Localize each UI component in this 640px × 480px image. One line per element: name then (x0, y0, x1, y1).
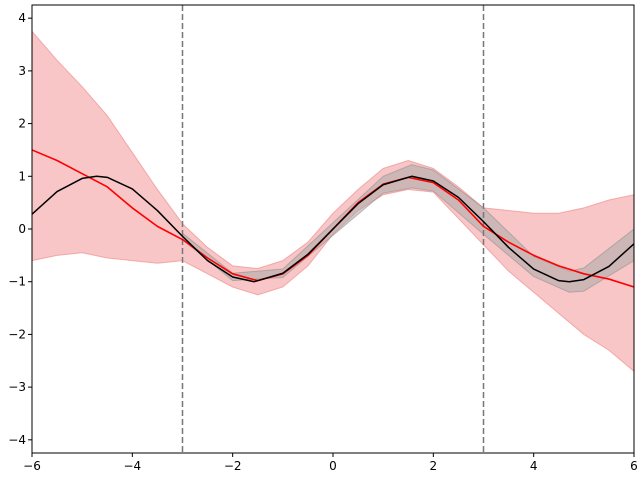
y-tick-label: 4 (18, 11, 26, 25)
y-tick-label: 2 (18, 117, 26, 131)
y-tick-label: −4 (8, 433, 26, 447)
y-tick-label: 1 (18, 169, 26, 183)
y-tick-label: 0 (18, 222, 26, 236)
y-tick-label: −1 (8, 275, 26, 289)
y-tick-label: −3 (8, 380, 26, 394)
x-tick-label: −6 (23, 459, 41, 473)
true-function-line (31, 175, 635, 283)
x-tick-label: 6 (630, 459, 638, 473)
x-tick-label: 0 (329, 459, 337, 473)
axes-ticks: −6 −4 −2 0 2 4 6 −4 −3 −2 −1 0 1 2 3 4 (8, 11, 638, 473)
x-tick-label: 4 (530, 459, 538, 473)
y-tick-label: 3 (18, 64, 26, 78)
x-tick-label: −4 (123, 459, 141, 473)
x-tick-label: −2 (224, 459, 242, 473)
x-tick-label: 2 (430, 459, 438, 473)
y-tick-label: −2 (8, 327, 26, 341)
